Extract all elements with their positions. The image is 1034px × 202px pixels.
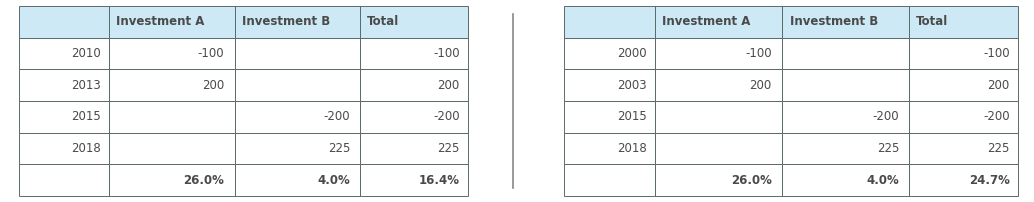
Bar [361,38,468,69]
Bar [655,164,782,196]
Text: 26.0%: 26.0% [184,174,224,187]
Text: Investment A: Investment A [662,15,751,28]
Bar [19,133,109,164]
Bar [19,69,109,101]
Text: 225: 225 [328,142,351,155]
Bar [909,69,1018,101]
Text: 2018: 2018 [617,142,647,155]
Text: 16.4%: 16.4% [419,174,460,187]
Bar [782,6,909,38]
Bar [19,6,109,38]
Bar [782,69,909,101]
Bar [782,101,909,133]
Text: 2010: 2010 [71,47,101,60]
Bar [235,101,361,133]
Bar [782,164,909,196]
Text: 2015: 2015 [617,110,647,123]
Text: Investment A: Investment A [116,15,205,28]
Bar [361,101,468,133]
Text: -100: -100 [983,47,1010,60]
Text: -200: -200 [433,110,460,123]
Bar [235,69,361,101]
Bar [109,101,235,133]
Bar [361,6,468,38]
Text: 200: 200 [750,79,771,92]
Text: Total: Total [367,15,399,28]
Bar [564,164,655,196]
Bar [235,6,361,38]
Text: 2003: 2003 [617,79,647,92]
Text: 4.0%: 4.0% [317,174,351,187]
Text: 26.0%: 26.0% [731,174,771,187]
Bar [564,6,655,38]
Bar [564,101,655,133]
Bar [361,164,468,196]
Bar [909,133,1018,164]
Text: Investment B: Investment B [790,15,878,28]
Bar [235,164,361,196]
Text: 4.0%: 4.0% [866,174,900,187]
Bar [909,101,1018,133]
Bar [782,38,909,69]
Text: Investment B: Investment B [242,15,330,28]
Bar [564,133,655,164]
Bar [909,6,1018,38]
Bar [235,133,361,164]
Text: 2015: 2015 [71,110,101,123]
Bar [361,133,468,164]
Bar [655,38,782,69]
Text: -100: -100 [746,47,771,60]
Text: 2013: 2013 [71,79,101,92]
Text: -200: -200 [324,110,351,123]
Text: 24.7%: 24.7% [969,174,1010,187]
Bar [19,164,109,196]
Text: -100: -100 [433,47,460,60]
Text: 200: 200 [203,79,224,92]
Bar [109,133,235,164]
Text: 200: 200 [987,79,1010,92]
Bar [782,133,909,164]
Bar [361,69,468,101]
Bar [655,69,782,101]
Bar [909,38,1018,69]
Bar [564,69,655,101]
Bar [235,38,361,69]
Bar [109,38,235,69]
Bar [655,6,782,38]
Bar [109,164,235,196]
Text: -200: -200 [983,110,1010,123]
Text: Total: Total [916,15,948,28]
Text: 225: 225 [437,142,460,155]
Bar [909,164,1018,196]
Bar [109,6,235,38]
Text: 200: 200 [437,79,460,92]
Text: 2000: 2000 [617,47,647,60]
Bar [109,69,235,101]
Bar [564,38,655,69]
Text: 225: 225 [877,142,900,155]
Text: 225: 225 [987,142,1010,155]
Text: 2018: 2018 [71,142,101,155]
Text: -200: -200 [873,110,900,123]
Bar [19,101,109,133]
Bar [655,133,782,164]
Bar [19,38,109,69]
Bar [655,101,782,133]
Text: -100: -100 [197,47,224,60]
